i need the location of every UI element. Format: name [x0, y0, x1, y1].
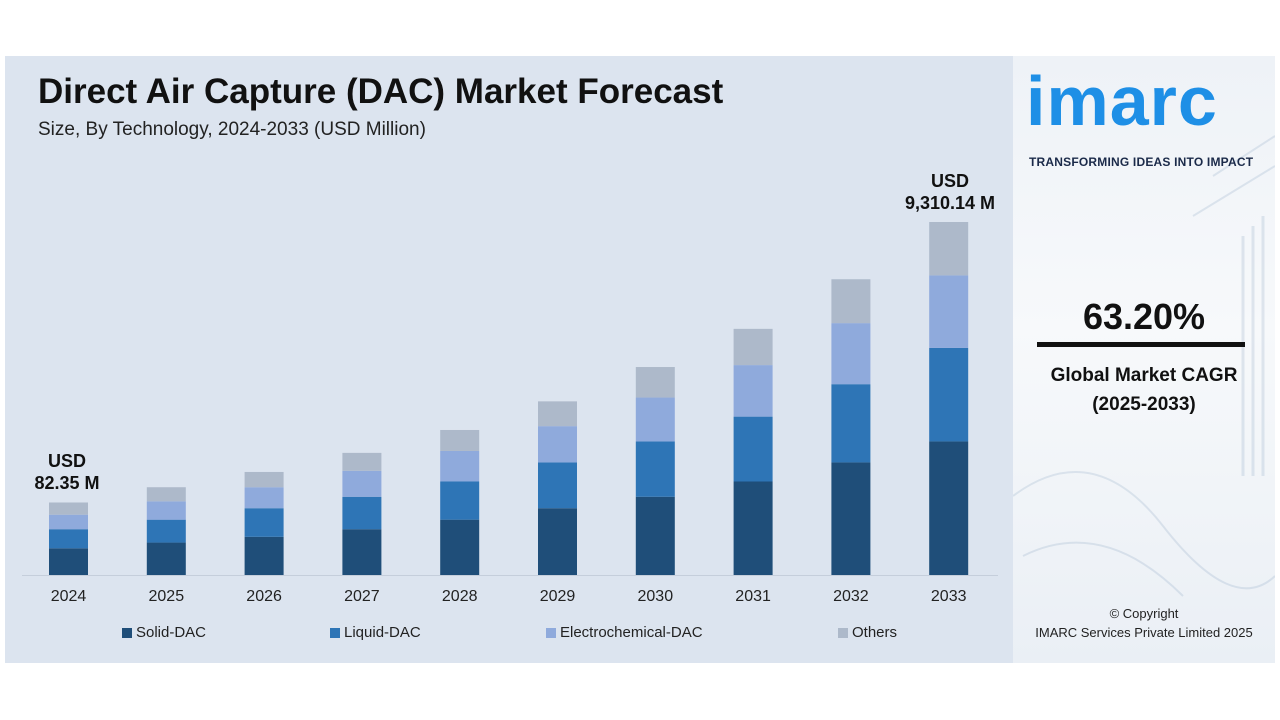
logo-text: imarc: [1026, 62, 1218, 140]
bar-electrochemical-dac-2030: [635, 397, 675, 442]
start-value-label: USD 82.35 M: [19, 450, 115, 494]
end-value-amount: 9,310.14 M: [904, 193, 996, 213]
x-tick-label: 2028: [442, 588, 478, 605]
bar-solid-dac-2033: [929, 441, 969, 575]
bar-liquid-dac-2025: [146, 519, 186, 543]
x-tick-label: 2031: [735, 588, 771, 605]
legend-label: Electrochemical-DAC: [560, 624, 703, 641]
end-value-currency: USD: [930, 171, 969, 191]
cagr-divider: [1037, 342, 1245, 347]
bar-solid-dac-2029: [538, 508, 577, 575]
sidebar-panel: [1013, 56, 1275, 663]
bar-others-2027: [342, 452, 382, 471]
cagr-label: Global Market CAGR (2025-2033): [1013, 361, 1275, 419]
bar-electrochemical-dac-2026: [244, 487, 284, 509]
cagr-value: 63.20%: [1082, 296, 1206, 337]
chart-subtitle: Size, By Technology, 2024-2033 (USD Mill…: [38, 119, 426, 140]
start-value-amount: 82.35 M: [34, 473, 100, 493]
stacked-bar-chart: 2024 2025 2026 2027 2028 2029 2030 2031 2032 2033: [22, 222, 998, 605]
bar-solid-dac-2026: [244, 536, 284, 575]
bar-electrochemical-dac-2032: [831, 323, 871, 385]
x-tick-label: 2032: [833, 588, 869, 605]
legend-swatch-liquid-dac: [330, 627, 340, 638]
cagr-label-line1: Global Market CAGR: [1050, 365, 1238, 386]
x-tick-label: 2024: [51, 588, 87, 605]
bar-solid-dac-2028: [440, 519, 480, 575]
bar-electrochemical-dac-2028: [440, 450, 480, 482]
legend-item-solid-dac: Solid-DAC: [122, 624, 206, 641]
legend-swatch-electrochemical-dac: [546, 627, 556, 638]
bar-others-2028: [440, 429, 480, 451]
bar-electrochemical-dac-2033: [929, 275, 969, 348]
bar-liquid-dac-2033: [929, 347, 969, 442]
bar-solid-dac-2027: [342, 529, 382, 575]
legend-swatch-solid-dac: [122, 627, 132, 638]
logo-tagline: TRANSFORMING IDEAS INTO IMPACT: [1029, 155, 1254, 169]
bar-electrochemical-dac-2029: [538, 426, 577, 463]
bar-liquid-dac-2024: [49, 529, 88, 549]
bar-liquid-dac-2031: [733, 416, 773, 482]
bar-electrochemical-dac-2031: [733, 365, 773, 417]
bar-others-2030: [635, 367, 675, 398]
bar-others-2024: [49, 502, 88, 515]
imarc-logo: imarc: [1026, 66, 1218, 136]
bar-liquid-dac-2029: [538, 462, 577, 509]
x-tick-label: 2029: [540, 588, 576, 605]
bar-liquid-dac-2026: [244, 508, 284, 537]
legend-label: Solid-DAC: [136, 624, 207, 641]
end-value-label: USD 9,310.14 M: [894, 170, 1006, 214]
legend-swatch-others: [838, 627, 848, 638]
bar-solid-dac-2025: [146, 542, 186, 575]
decorative-chart-graphic: [1013, 135, 1275, 597]
bar-others-2025: [146, 487, 186, 502]
bar-solid-dac-2032: [831, 462, 871, 575]
bar-solid-dac-2031: [733, 481, 773, 575]
legend-item-electrochemical-dac: Electrochemical-DAC: [546, 624, 703, 641]
bar-solid-dac-2024: [49, 548, 88, 575]
bar-liquid-dac-2028: [440, 481, 480, 520]
legend-item-others: Others: [838, 624, 897, 641]
bar-solid-dac-2030: [635, 496, 675, 575]
x-tick-label: 2030: [638, 588, 674, 605]
bar-electrochemical-dac-2024: [49, 514, 88, 530]
legend-label: Liquid-DAC: [344, 624, 421, 641]
copyright-line1: © Copyright: [1109, 606, 1179, 621]
x-tick-label: 2027: [344, 588, 380, 605]
x-tick-label: 2026: [246, 588, 282, 605]
legend-item-liquid-dac: Liquid-DAC: [330, 624, 421, 641]
cagr-label-line2: (2025-2033): [1092, 394, 1196, 415]
legend-label: Others: [852, 624, 898, 641]
bar-electrochemical-dac-2027: [342, 470, 382, 497]
bar-others-2029: [538, 401, 577, 427]
bar-liquid-dac-2027: [342, 496, 382, 530]
bar-others-2026: [244, 471, 284, 488]
x-tick-label: 2033: [931, 588, 967, 605]
bar-others-2032: [831, 279, 871, 324]
chart-title: Direct Air Capture (DAC) Market Forecast: [38, 72, 724, 111]
bar-liquid-dac-2032: [831, 384, 871, 463]
copyright-line2: IMARC Services Private Limited 2025: [1035, 625, 1253, 640]
bar-liquid-dac-2030: [635, 441, 675, 497]
x-tick-label: 2025: [149, 588, 185, 605]
copyright-notice: © Copyright IMARC Services Private Limit…: [1013, 604, 1275, 642]
start-value-currency: USD: [47, 451, 86, 471]
bar-others-2033: [929, 222, 969, 276]
bar-others-2031: [733, 328, 773, 366]
bar-electrochemical-dac-2025: [146, 501, 186, 520]
